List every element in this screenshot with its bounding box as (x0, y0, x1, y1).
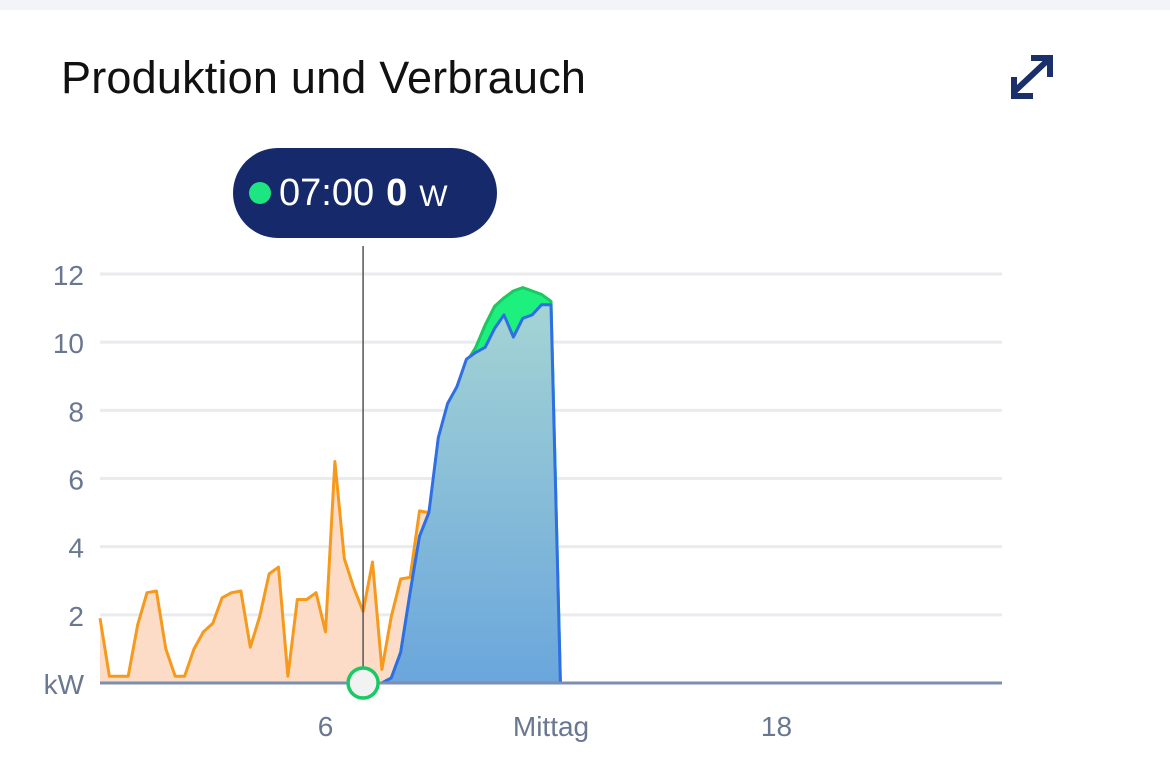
x-tick-label-6: 6 (318, 711, 334, 742)
self-use-line (100, 303, 1002, 685)
tooltip-bubble: 07:00 0 W (233, 148, 497, 238)
y-tick-label-2: 2 (68, 601, 84, 632)
y-tick-label-6: 6 (68, 465, 84, 496)
tooltip-unit: W (419, 180, 448, 213)
x-tick-label-18: 18 (761, 711, 792, 742)
y-tick-label-12: 12 (53, 260, 84, 291)
top-strip (0, 0, 1170, 10)
cursor-layer (346, 246, 380, 700)
tooltip-time: 07:00 (279, 171, 375, 214)
y-tick-label-4: 4 (68, 533, 84, 564)
axes: 2 4 6 8 10 12 kW 6 Mittag 18 (44, 260, 1002, 742)
expand-arrows-icon (1011, 55, 1053, 99)
y-tick-label-8: 8 (68, 396, 84, 427)
chart-title: Produktion und Verbrauch (61, 52, 587, 103)
series-layer (98, 286, 1002, 685)
chart-card (0, 10, 1170, 765)
self-use-area (100, 304, 1002, 683)
cursor-marker (346, 666, 380, 700)
x-tick-label-mittag: Mittag (513, 711, 589, 742)
tooltip-value: 0 (386, 171, 408, 214)
tooltip-dot (249, 182, 271, 204)
y-axis-unit-label: kW (44, 669, 85, 700)
y-tick-label-10: 10 (53, 328, 84, 359)
expand-button[interactable] (1004, 50, 1062, 108)
